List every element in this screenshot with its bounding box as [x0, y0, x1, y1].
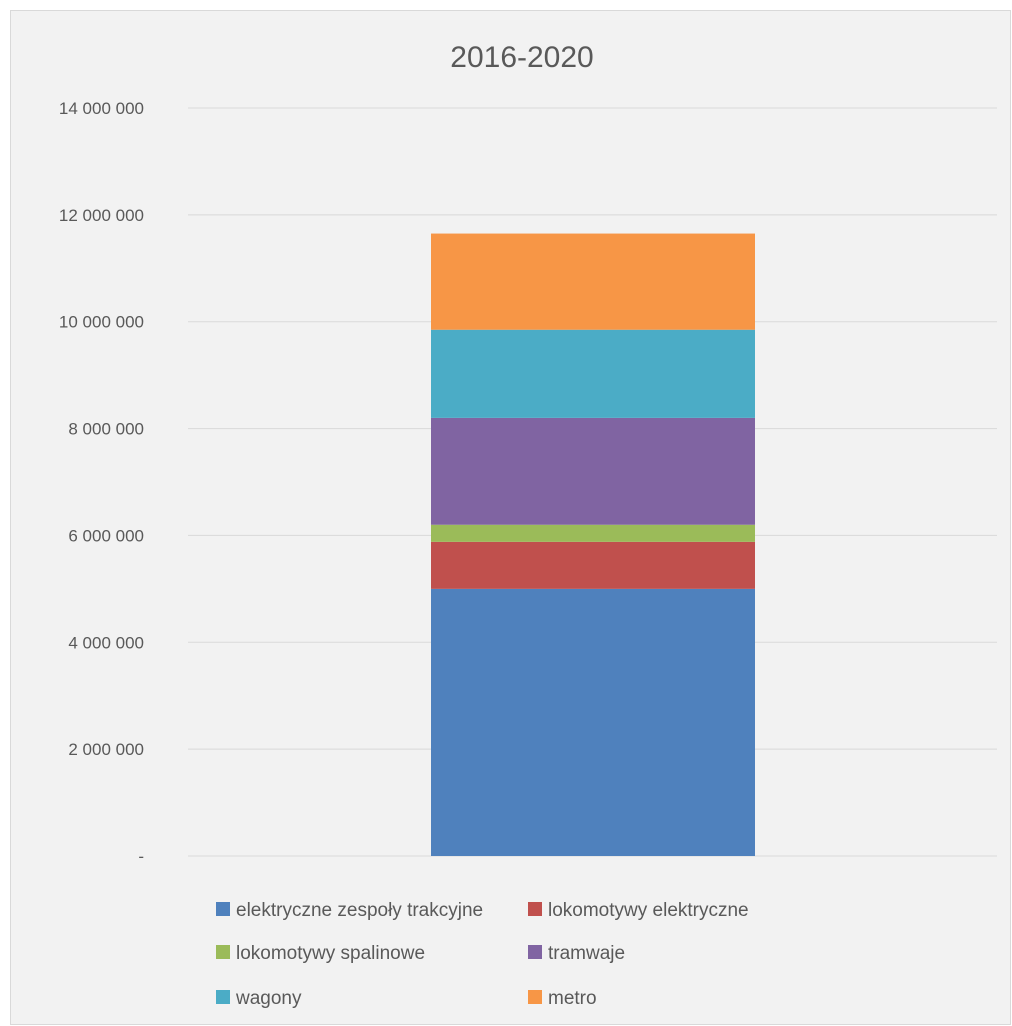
bar-segment: [431, 588, 755, 856]
legend-swatch: [216, 990, 230, 1004]
y-tick-label: 14 000 000: [59, 99, 144, 118]
y-tick-label: 12 000 000: [59, 206, 144, 225]
legend-swatch: [216, 902, 230, 916]
y-tick-label: 2 000 000: [68, 740, 144, 759]
y-axis-ticks: - 2 000 000 4 000 000 6 000 000 8 000 000 10 …: [59, 99, 144, 866]
y-tick-label: 6 000 000: [68, 526, 144, 545]
bar-segment: [431, 329, 755, 418]
legend-label: tramwaje: [548, 943, 625, 964]
legend: elektryczne zespoły trakcyjne lokomotywy …: [216, 900, 749, 1009]
legend-label: lokomotywy spalinowe: [236, 943, 425, 964]
legend-swatch: [528, 902, 542, 916]
legend-label: lokomotywy elektryczne: [548, 900, 749, 921]
legend-swatch: [528, 945, 542, 959]
legend-label: wagony: [235, 988, 302, 1009]
y-tick-label: 10 000 000: [59, 313, 144, 332]
legend-swatch: [528, 990, 542, 1004]
chart-title: 2016-2020: [450, 41, 593, 74]
y-tick-label: 8 000 000: [68, 420, 144, 439]
bar-segment: [431, 524, 755, 542]
bar-segment: [431, 417, 755, 525]
bar-segment: [431, 541, 755, 589]
legend-label: elektryczne zespoły trakcyjne: [236, 900, 483, 921]
bar-segment: [431, 233, 755, 330]
y-tick-label: -: [138, 847, 144, 866]
bar-stack: [431, 233, 755, 856]
legend-label: metro: [548, 988, 597, 1009]
legend-swatch: [216, 945, 230, 959]
y-tick-label: 4 000 000: [68, 633, 144, 652]
